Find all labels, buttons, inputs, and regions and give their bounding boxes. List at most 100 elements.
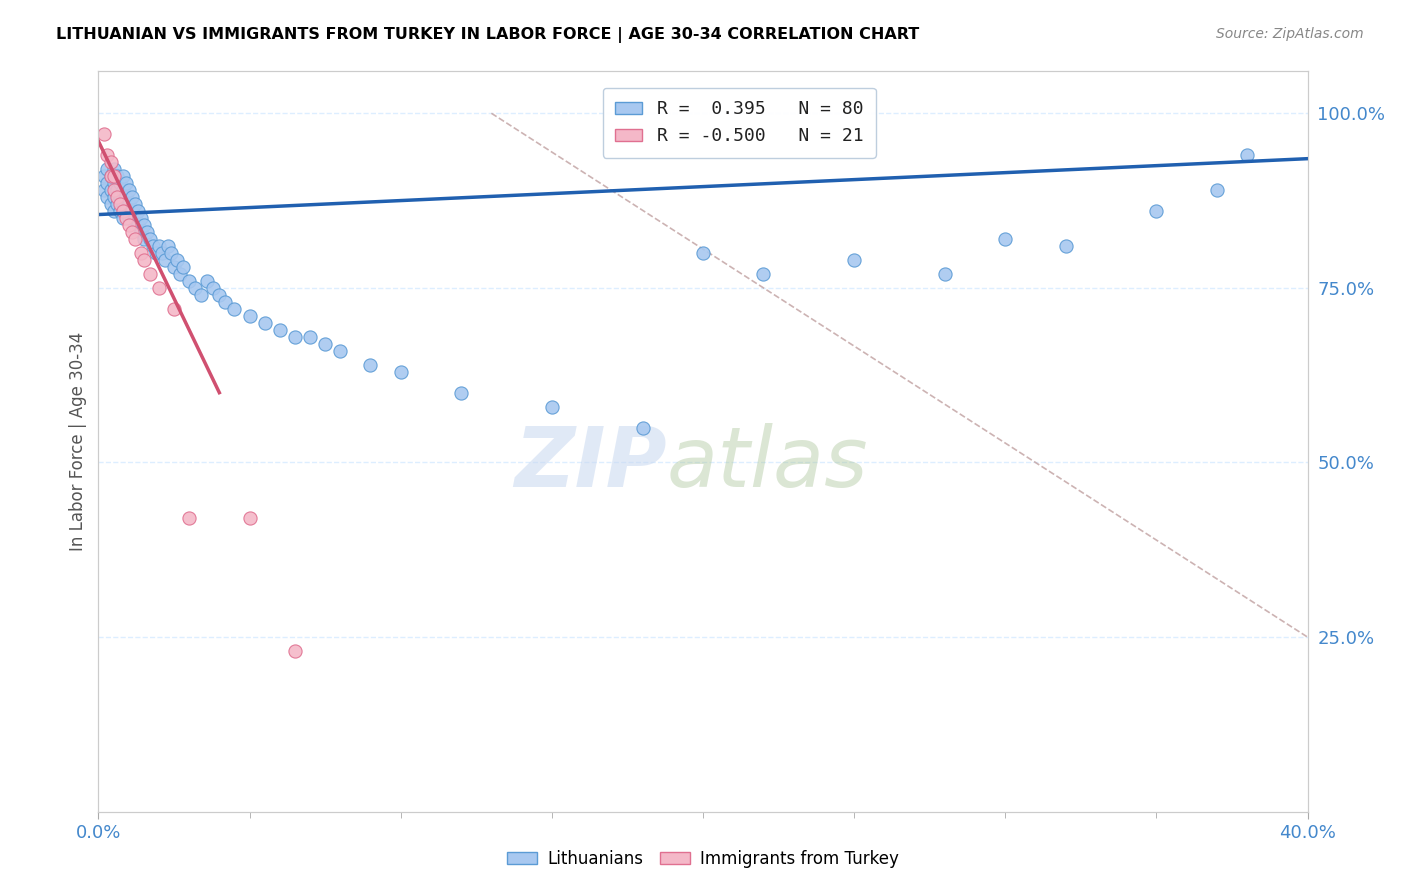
Point [118,183,141,197]
Point [105,169,128,183]
Point [129,211,152,225]
Point [239,511,262,525]
Point [139,267,162,281]
Text: atlas: atlas [666,423,869,504]
Point [129,246,152,260]
Point [124,197,146,211]
Point [103,204,125,219]
Point [145,246,167,260]
Point [156,239,179,253]
Point [631,420,654,434]
Point [111,211,134,225]
Point [124,211,146,225]
Point [111,197,134,211]
Point [121,204,143,219]
Point [994,232,1017,246]
Point [132,232,155,246]
Point [195,274,218,288]
Point [172,260,194,274]
Point [127,204,149,219]
Point [105,197,128,211]
Point [160,246,183,260]
Y-axis label: In Labor Force | Age 30-34: In Labor Force | Age 30-34 [69,332,87,551]
Point [1144,204,1167,219]
Point [118,218,141,232]
Point [163,260,186,274]
Point [111,169,134,183]
Point [118,197,141,211]
Point [108,190,131,204]
Point [540,400,562,414]
Point [129,225,152,239]
Point [132,218,155,232]
Point [135,225,157,239]
Point [114,211,136,225]
Point [1236,148,1258,162]
Point [314,336,336,351]
Point [108,204,131,219]
Point [108,197,131,211]
Point [127,218,149,232]
Point [108,176,131,190]
Point [360,358,382,372]
Point [142,239,165,253]
Point [100,169,122,183]
Point [150,246,173,260]
Point [139,232,162,246]
Point [96,162,118,177]
Point [239,309,262,323]
Point [184,281,207,295]
Point [214,294,236,309]
Text: LITHUANIAN VS IMMIGRANTS FROM TURKEY IN LABOR FORCE | AGE 30-34 CORRELATION CHAR: LITHUANIAN VS IMMIGRANTS FROM TURKEY IN … [56,27,920,43]
Point [100,155,122,169]
Text: Source: ZipAtlas.com: Source: ZipAtlas.com [1216,27,1364,41]
Point [253,316,276,330]
Legend: Lithuanians, Immigrants from Turkey: Lithuanians, Immigrants from Turkey [501,844,905,875]
Point [284,330,307,344]
Point [100,197,122,211]
Point [934,267,956,281]
Point [190,288,212,302]
Point [105,190,128,204]
Point [169,267,191,281]
Point [179,511,201,525]
Point [153,252,176,267]
Point [103,183,125,197]
Point [284,644,307,658]
Point [121,190,143,204]
Point [96,176,118,190]
Point [100,183,122,197]
Point [179,274,201,288]
Point [124,232,146,246]
Point [114,204,136,219]
Point [132,252,155,267]
Point [1054,239,1077,253]
Point [269,323,291,337]
Point [93,169,115,183]
Point [202,281,225,295]
Point [103,176,125,190]
Point [1206,183,1229,197]
Point [96,148,118,162]
Point [111,204,134,219]
Point [103,190,125,204]
Point [166,252,188,267]
Point [114,176,136,190]
Point [114,190,136,204]
Point [148,281,170,295]
Point [103,162,125,177]
Point [844,252,866,267]
Point [103,169,125,183]
Point [450,385,472,400]
Point [121,225,143,239]
Point [148,239,170,253]
Point [96,190,118,204]
Text: ZIP: ZIP [515,423,666,504]
Point [752,267,775,281]
Point [692,246,714,260]
Legend: R =  0.395   N = 80, R = -0.500   N = 21: R = 0.395 N = 80, R = -0.500 N = 21 [603,87,876,158]
Point [389,365,412,379]
Point [93,183,115,197]
Point [111,183,134,197]
Point [93,127,115,141]
